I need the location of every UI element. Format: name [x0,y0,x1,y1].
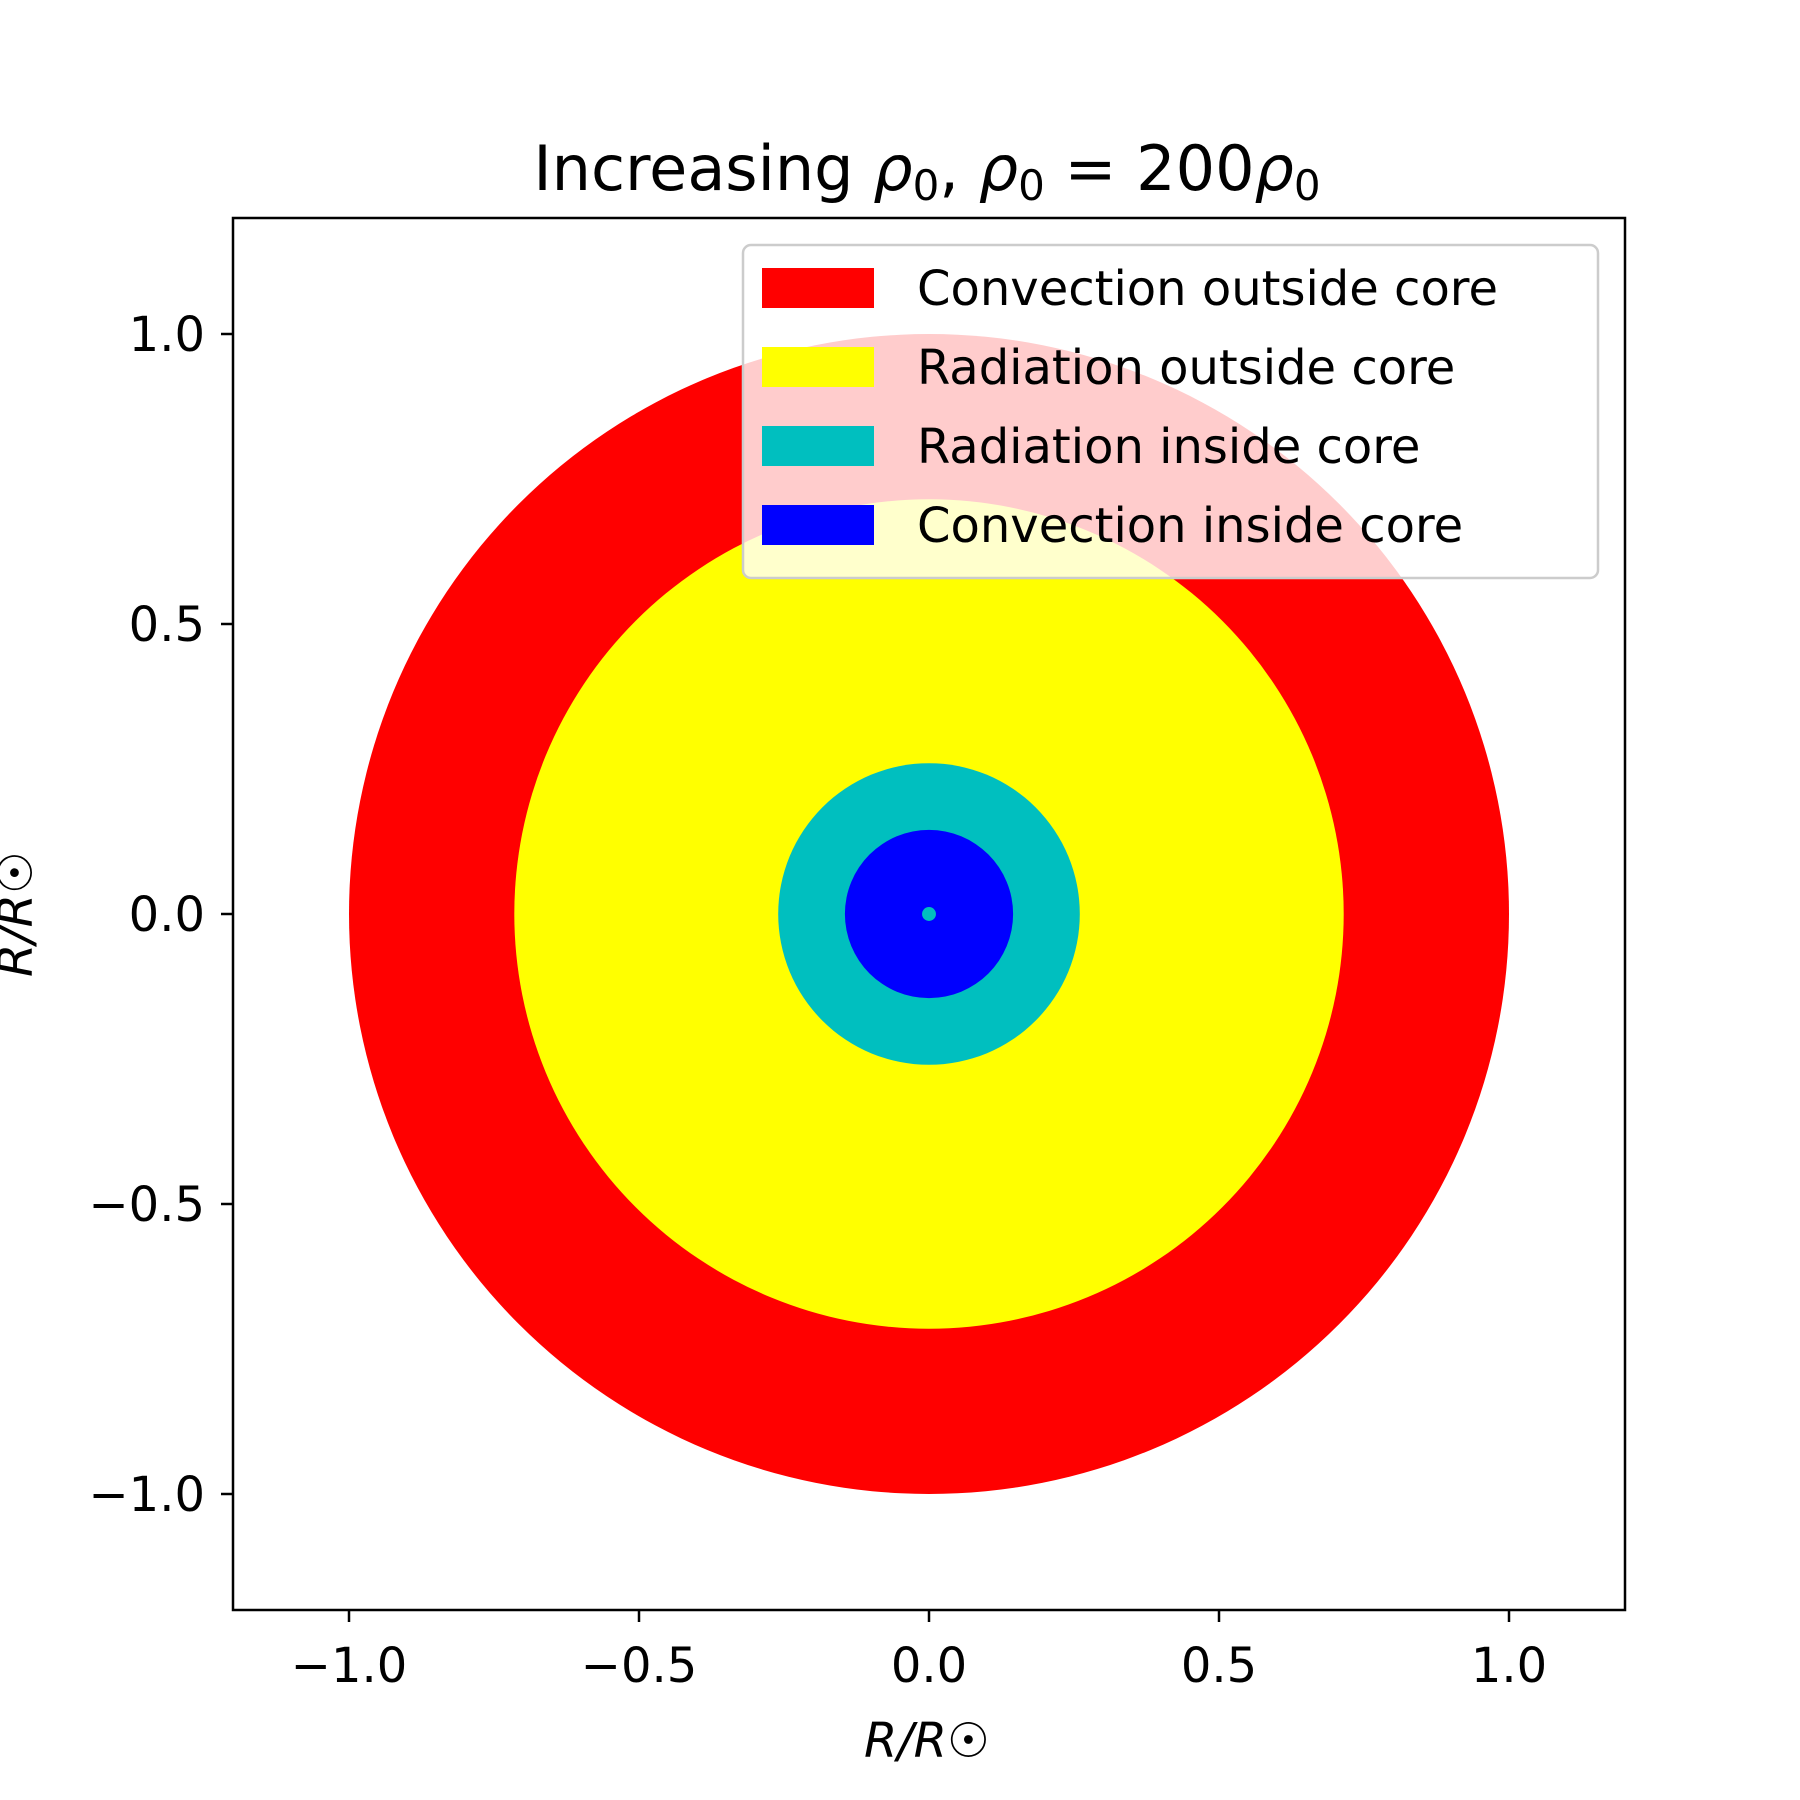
y-tick-label: −0.5 [88,1177,205,1233]
x-tick-label: −0.5 [581,1638,698,1694]
y-axis-label: R/R☉ [0,851,44,977]
x-tick-label: 0.5 [1181,1638,1257,1694]
legend: Convection outside core Radiation outside… [741,243,1600,580]
legend-box [741,243,1600,580]
y-axis-ticks: −1.0 −0.5 0.0 0.5 1.0 [88,307,233,1523]
legend-label: Radiation outside core [917,340,1455,396]
y-tick-label: 0.0 [129,887,205,943]
legend-swatch [762,505,874,545]
x-tick-label: 1.0 [1471,1638,1547,1694]
legend-swatch [762,268,874,308]
x-tick-label: −1.0 [291,1638,408,1694]
x-axis-label: R/R☉ [864,1713,990,1769]
plot-rings [349,334,1509,1494]
y-tick-label: 1.0 [129,307,205,363]
x-axis-ticks: −1.0 −0.5 0.0 0.5 1.0 [291,1610,1547,1694]
legend-label: Convection inside core [917,498,1463,554]
y-tick-label: −1.0 [88,1467,205,1523]
legend-swatch [762,426,874,466]
center-dot [922,907,936,921]
chart-title: Increasing ρ0, ρ0 = 200ρ0 [533,132,1320,210]
x-tick-label: 0.0 [891,1638,967,1694]
y-tick-label: 0.5 [129,597,205,653]
legend-swatch [762,347,874,387]
legend-label: Convection outside core [917,261,1498,317]
legend-label: Radiation inside core [917,419,1420,475]
